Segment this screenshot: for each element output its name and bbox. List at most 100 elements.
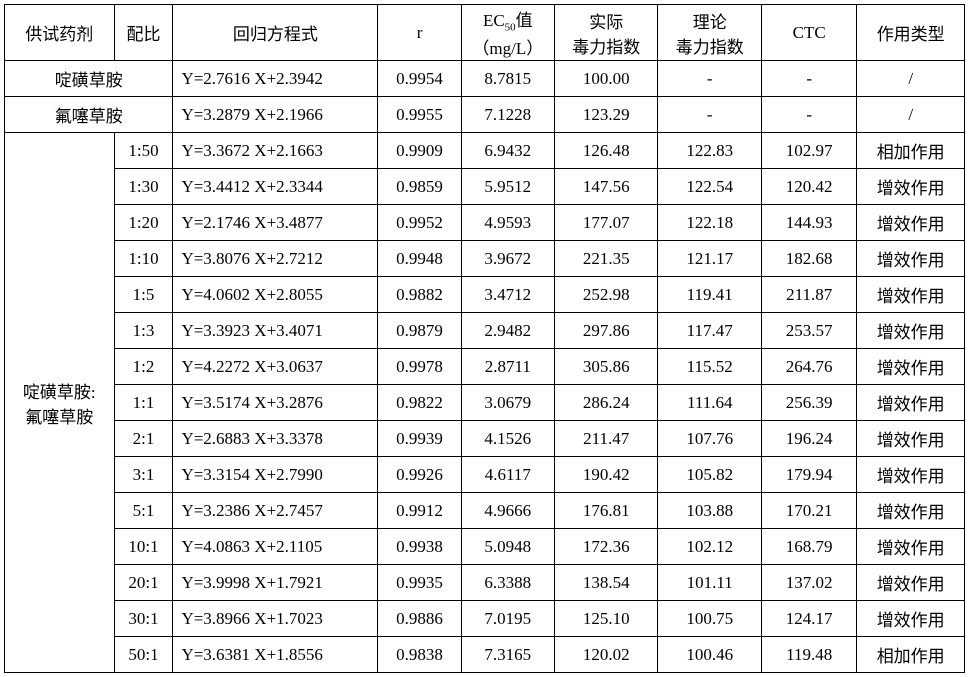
cell-theory: 122.54: [658, 169, 762, 205]
cell-ratio: 1:1: [114, 385, 173, 421]
cell-r: 0.9838: [378, 637, 461, 673]
table-row: 1:10Y=3.8076 X+2.72120.99483.9672221.351…: [5, 241, 965, 277]
header-ec50-text1: EC: [483, 11, 505, 30]
cell-ec50: 4.6117: [461, 457, 554, 493]
cell-type: 增效作用: [857, 601, 965, 637]
cell-ec50: 7.0195: [461, 601, 554, 637]
cell-ctc: 264.76: [761, 349, 856, 385]
table-body: 啶磺草胺Y=2.7616 X+2.39420.99548.7815100.00-…: [5, 61, 965, 673]
cell-r: 0.9912: [378, 493, 461, 529]
cell-ratio: 50:1: [114, 637, 173, 673]
table-row: 20:1Y=3.9998 X+1.79210.99356.3388138.541…: [5, 565, 965, 601]
header-agent: 供试药剂: [5, 5, 115, 61]
cell-agent: 啶磺草胺: [5, 61, 173, 97]
cell-actual: 120.02: [554, 637, 658, 673]
cell-theory: -: [658, 97, 762, 133]
cell-equation: Y=4.0863 X+2.1105: [173, 529, 378, 565]
mix-label-1: 啶磺草胺:: [23, 383, 96, 402]
header-regression: 回归方程式: [173, 5, 378, 61]
cell-equation: Y=3.2386 X+2.7457: [173, 493, 378, 529]
table-row: 30:1Y=3.8966 X+1.70230.98867.0195125.101…: [5, 601, 965, 637]
cell-ratio: 2:1: [114, 421, 173, 457]
cell-theory: -: [658, 61, 762, 97]
cell-ratio: 1:2: [114, 349, 173, 385]
table-row: 氟噻草胺Y=3.2879 X+2.19660.99557.1228123.29-…: [5, 97, 965, 133]
cell-equation: Y=3.5174 X+3.2876: [173, 385, 378, 421]
cell-r: 0.9909: [378, 133, 461, 169]
cell-equation: Y=2.6883 X+3.3378: [173, 421, 378, 457]
table-row: 2:1Y=2.6883 X+3.33780.99394.1526211.4710…: [5, 421, 965, 457]
cell-ctc: 211.87: [761, 277, 856, 313]
cell-actual: 147.56: [554, 169, 658, 205]
header-action-type: 作用类型: [857, 5, 965, 61]
cell-type: 增效作用: [857, 421, 965, 457]
cell-ratio: 3:1: [114, 457, 173, 493]
cell-ctc: 168.79: [761, 529, 856, 565]
cell-ratio: 10:1: [114, 529, 173, 565]
cell-r: 0.9939: [378, 421, 461, 457]
cell-type: /: [857, 97, 965, 133]
cell-type: 增效作用: [857, 565, 965, 601]
cell-ctc: 182.68: [761, 241, 856, 277]
cell-mix-agent: 啶磺草胺:氟噻草胺: [5, 133, 115, 673]
cell-r: 0.9955: [378, 97, 461, 133]
cell-equation: Y=3.8966 X+1.7023: [173, 601, 378, 637]
cell-type: 增效作用: [857, 457, 965, 493]
cell-theory: 103.88: [658, 493, 762, 529]
cell-equation: Y=3.3154 X+2.7990: [173, 457, 378, 493]
cell-ec50: 4.9593: [461, 205, 554, 241]
cell-theory: 122.83: [658, 133, 762, 169]
header-ec50-suffix: 值: [516, 11, 533, 30]
cell-r: 0.9926: [378, 457, 461, 493]
cell-ec50: 5.0948: [461, 529, 554, 565]
header-actual-text1: 实际: [589, 13, 623, 32]
cell-theory: 121.17: [658, 241, 762, 277]
cell-equation: Y=3.6381 X+1.8556: [173, 637, 378, 673]
cell-equation: Y=3.4412 X+2.3344: [173, 169, 378, 205]
cell-actual: 126.48: [554, 133, 658, 169]
table-row: 1:1Y=3.5174 X+3.28760.98223.0679286.2411…: [5, 385, 965, 421]
cell-type: /: [857, 61, 965, 97]
cell-type: 增效作用: [857, 277, 965, 313]
cell-actual: 221.35: [554, 241, 658, 277]
cell-ec50: 4.1526: [461, 421, 554, 457]
header-theory-text2: 毒力指数: [676, 38, 744, 57]
cell-type: 增效作用: [857, 241, 965, 277]
cell-ratio: 1:10: [114, 241, 173, 277]
cell-theory: 111.64: [658, 385, 762, 421]
cell-ratio: 20:1: [114, 565, 173, 601]
cell-actual: 172.36: [554, 529, 658, 565]
cell-equation: Y=2.7616 X+2.3942: [173, 61, 378, 97]
cell-r: 0.9882: [378, 277, 461, 313]
table-row: 10:1Y=4.0863 X+2.11050.99385.0948172.361…: [5, 529, 965, 565]
header-ratio: 配比: [114, 5, 173, 61]
header-ec50: EC50值 （mg/L）: [461, 5, 554, 61]
cell-theory: 119.41: [658, 277, 762, 313]
cell-actual: 138.54: [554, 565, 658, 601]
cell-r: 0.9859: [378, 169, 461, 205]
cell-actual: 190.42: [554, 457, 658, 493]
cell-type: 增效作用: [857, 385, 965, 421]
header-actual-text2: 毒力指数: [572, 38, 640, 57]
cell-actual: 297.86: [554, 313, 658, 349]
cell-ratio: 1:20: [114, 205, 173, 241]
cell-ctc: 119.48: [761, 637, 856, 673]
cell-r: 0.9935: [378, 565, 461, 601]
cell-ec50: 3.0679: [461, 385, 554, 421]
cell-ec50: 2.9482: [461, 313, 554, 349]
cell-ec50: 4.9666: [461, 493, 554, 529]
cell-theory: 101.11: [658, 565, 762, 601]
cell-ec50: 2.8711: [461, 349, 554, 385]
cell-actual: 177.07: [554, 205, 658, 241]
cell-ratio: 1:30: [114, 169, 173, 205]
cell-ratio: 1:50: [114, 133, 173, 169]
cell-type: 增效作用: [857, 349, 965, 385]
toxicity-data-table: 供试药剂 配比 回归方程式 r EC50值 （mg/L） 实际 毒力指数 理论 …: [4, 4, 965, 673]
cell-ctc: 102.97: [761, 133, 856, 169]
cell-ctc: 256.39: [761, 385, 856, 421]
cell-theory: 105.82: [658, 457, 762, 493]
cell-ec50: 7.1228: [461, 97, 554, 133]
table-row: 啶磺草胺:氟噻草胺1:50Y=3.3672 X+2.16630.99096.94…: [5, 133, 965, 169]
cell-ctc: 253.57: [761, 313, 856, 349]
cell-theory: 102.12: [658, 529, 762, 565]
